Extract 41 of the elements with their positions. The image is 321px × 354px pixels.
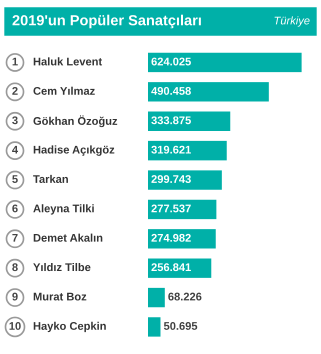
y-tick-label: Cem Yılmaz [33, 86, 95, 95]
bar [148, 82, 269, 102]
y-tick-label: Murat Boz [34, 292, 86, 301]
bar [148, 112, 230, 131]
data-label: 490.458 [151, 86, 191, 95]
data-label: 68.226 [168, 292, 202, 301]
text: 3 [12, 116, 18, 124]
y-tick-label: Hayko Cepkin [34, 322, 106, 332]
text: 8 [12, 263, 18, 272]
data-label: 274.982 [151, 234, 191, 242]
data-label: 277.537 [151, 204, 191, 212]
bar [148, 140, 227, 160]
y-tick-label: Haluk Levent [34, 57, 102, 66]
y-tick-label: Tarkan [33, 174, 68, 183]
y-tick-label: Demet Akalın [34, 234, 102, 242]
chart-subtitle: Türkiye [274, 16, 310, 27]
data-label: 299.743 [151, 175, 191, 184]
data-label: 319.621 [151, 146, 191, 154]
y-tick-label: Yıldız Tilbe [33, 262, 90, 272]
bar [148, 288, 165, 308]
bar [148, 52, 302, 72]
bar [148, 229, 216, 248]
bar [148, 200, 216, 220]
text: 10 [10, 322, 21, 330]
bar [148, 317, 160, 337]
data-label: 333.875 [151, 116, 191, 124]
text: 4 [12, 146, 18, 154]
data-label: 624.025 [151, 58, 191, 66]
text: 2 [12, 86, 18, 95]
text: 6 [12, 204, 18, 212]
chart-title: 2019'un Popüler Sanatçıları [12, 14, 201, 28]
text: 5 [12, 175, 18, 183]
y-tick-label: Gökhan Özoğuz [33, 115, 118, 128]
text: 9 [12, 292, 18, 301]
data-label: 50.695 [164, 322, 198, 330]
text: 1 [12, 58, 18, 66]
y-tick-label: Hadise Açıkgöz [34, 145, 114, 156]
data-label: 256.841 [151, 263, 191, 272]
text: 7 [12, 234, 18, 242]
y-tick-label: Aleyna Tilki [33, 204, 94, 215]
bar [148, 258, 212, 278]
